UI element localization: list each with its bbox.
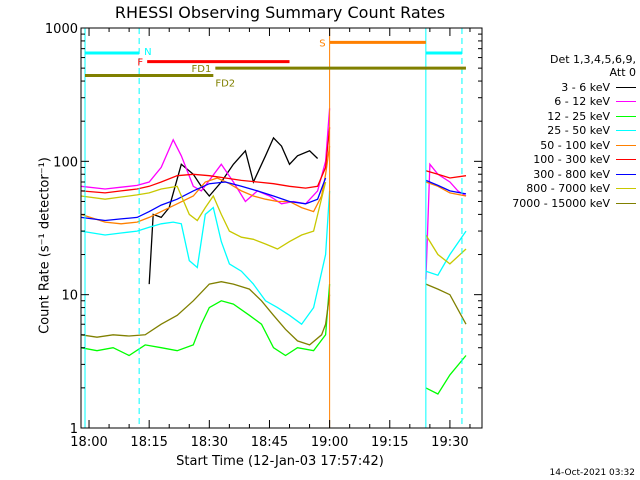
series-line-7	[80, 177, 327, 222]
legend: 3 - 6 keV 6 - 12 keV 12 - 25 keV 25 - 50 ke…	[512, 80, 636, 211]
legend-swatch	[616, 202, 636, 204]
legend-header-line-1: Det 1,3,4,5,6,9,	[549, 53, 636, 66]
series-line-5-part-2	[425, 181, 467, 197]
series-line-4	[80, 190, 331, 326]
series-line-4-part-2	[425, 230, 467, 276]
legend-item: 25 - 50 keV	[512, 124, 636, 139]
series-line-8-part-2	[425, 234, 467, 265]
bar-label-fd1-5: FD1	[192, 64, 212, 75]
bar-label-s-4: S	[319, 38, 325, 49]
series-line-7-part-2	[425, 179, 467, 195]
legend-swatch	[616, 173, 636, 175]
legend-swatch	[616, 144, 636, 146]
legend-item: 12 - 25 keV	[512, 109, 636, 124]
series-line-3-part-2	[425, 355, 467, 395]
legend-item: 3 - 6 keV	[512, 80, 636, 95]
legend-item-label: 6 - 12 keV	[554, 95, 610, 109]
legend-item-label: 800 - 7000 keV	[526, 182, 610, 196]
x-tick-label-7: 19:30	[431, 435, 468, 450]
legend-item-label: 12 - 25 keV	[547, 109, 610, 123]
legend-item: 800 - 7000 keV	[512, 182, 636, 197]
legend-swatch	[616, 115, 636, 117]
legend-item-label: 50 - 100 keV	[540, 138, 610, 152]
plot-frame	[80, 27, 483, 429]
legend-item-label: 25 - 50 keV	[547, 124, 610, 138]
series-line-9	[80, 281, 331, 346]
y-axis-label: Count Rate (s⁻¹ detector⁻¹)	[37, 157, 53, 334]
series-line-6	[80, 127, 331, 194]
legend-header: Det 1,3,4,5,6,9, Att 0	[550, 53, 636, 79]
x-tick-label-1: 18:00	[70, 435, 107, 450]
series-line-3	[80, 284, 331, 357]
series-line-8	[80, 181, 327, 250]
legend-item: 50 - 100 keV	[512, 138, 636, 153]
series-line-6-part-2	[425, 170, 467, 179]
x-axis-label: Start Time (12-Jan-03 17:57:42)	[176, 454, 384, 469]
bar-label-fd2-6: FD2	[215, 79, 235, 90]
legend-item-label: 7000 - 15000 keV	[512, 196, 610, 210]
x-tick-label-4: 18:45	[251, 435, 288, 450]
legend-item: 6 - 12 keV	[512, 95, 636, 110]
legend-item: 7000 - 15000 keV	[512, 196, 636, 211]
legend-item: 100 - 300 keV	[512, 153, 636, 168]
x-tick-label-3: 18:30	[191, 435, 228, 450]
y-tick-label-4: 1000	[45, 22, 78, 37]
x-tick-label-6: 19:15	[371, 435, 408, 450]
legend-item-label: 300 - 800 keV	[533, 167, 610, 181]
bar-label-n-1: N	[144, 47, 151, 58]
legend-item: 300 - 800 keV	[512, 167, 636, 182]
series-line-1	[148, 136, 319, 285]
y-tick-label-2: 10	[61, 289, 78, 304]
series-layer	[80, 108, 467, 395]
x-tick-label-5: 19:00	[311, 435, 348, 450]
legend-header-line-2: Att 0	[609, 66, 636, 79]
y-tick-label-1: 1	[70, 422, 78, 437]
legend-item-label: 100 - 300 keV	[533, 153, 610, 167]
chart-title: RHESSI Observing Summary Count Rates	[114, 3, 446, 22]
series-line-2	[80, 108, 331, 205]
marker-layer	[84, 28, 463, 428]
timestamp-footer: 14-Oct-2021 03:32	[549, 468, 635, 478]
bar-label-f-3: F	[137, 58, 143, 69]
legend-swatch	[616, 159, 636, 161]
legend-item-label: 3 - 6 keV	[561, 80, 610, 94]
series-line-9-part-2	[425, 283, 467, 325]
x-tick-label-2: 18:15	[130, 435, 167, 450]
legend-swatch	[616, 188, 636, 190]
axis-layer: 18:00 18:15 18:30 18:45 19:00 19:15 19:30 1 10 10…	[45, 22, 483, 450]
legend-swatch	[616, 130, 636, 132]
legend-swatch	[616, 101, 636, 103]
y-tick-label-3: 100	[53, 155, 78, 170]
legend-swatch	[616, 86, 636, 88]
